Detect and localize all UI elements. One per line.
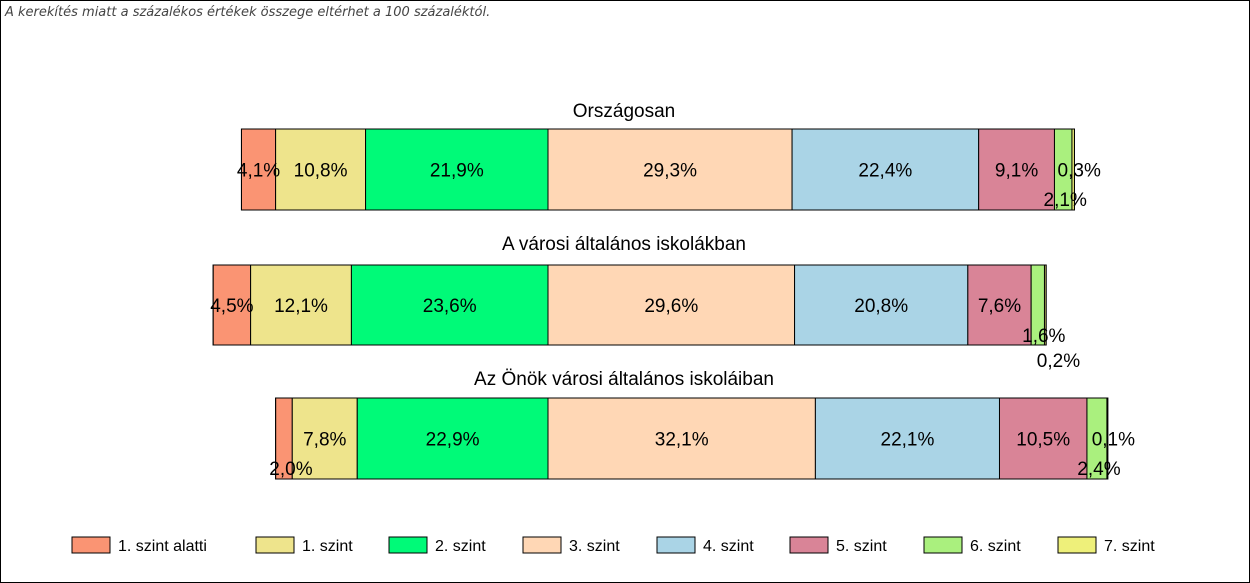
data-label: 22,4% [858,161,912,182]
bar-segment [547,397,816,480]
data-label: 22,1% [881,430,935,451]
data-label: 7,8% [303,430,346,451]
data-label: 0,3% [1058,161,1101,182]
data-label: 29,3% [643,161,697,182]
data-label: 0,1% [1092,430,1135,451]
data-label: 4,5% [210,296,253,317]
legend-label: 5. szint [836,538,887,555]
data-label: 2,4% [1077,459,1120,480]
data-label: 32,1% [655,430,709,451]
bar-segment [998,397,1088,480]
bar-segment [978,128,1055,211]
data-label: 0,2% [1037,351,1080,372]
legend-swatch [923,536,963,554]
data-label: 2,1% [1044,190,1087,211]
bar-segment [814,397,1000,480]
data-label: 9,1% [995,161,1038,182]
data-label: 10,5% [1016,430,1070,451]
bar-outline [275,397,1109,480]
legend-label: 3. szint [569,538,620,555]
bar-segment [547,264,796,346]
bar-segment [791,128,980,211]
bar-segment [365,128,549,211]
bar-title: Az Önök városi általános iskoláiban [474,369,774,390]
data-label: 21,9% [430,161,484,182]
legend-label: 7. szint [1104,538,1155,555]
data-label: 29,6% [644,296,698,317]
bar-outline [240,128,1075,211]
legend-swatch [255,536,295,554]
legend-swatch [1057,536,1097,554]
data-label: 4,1% [237,161,280,182]
bar-outline [212,264,1047,346]
data-label: 7,6% [978,296,1021,317]
data-label: 2,0% [269,459,312,480]
legend-label: 4. szint [703,538,754,555]
legend-swatch [522,536,562,554]
data-label: 23,6% [423,296,477,317]
legend-swatch [71,536,111,554]
legend-swatch [656,536,696,554]
bar-title: A városi általános iskolákban [502,234,746,255]
bar-segment [250,264,352,346]
data-label: 10,8% [294,161,348,182]
bar-segment [794,264,969,346]
data-label: 1,6% [1022,326,1065,347]
legend-label: 6. szint [970,538,1021,555]
legend-swatch [388,536,428,554]
legend-label: 1. szint [302,538,353,555]
legend-label: 2. szint [435,538,486,555]
rounding-note: A kerekítés miatt a százalékos értékek ö… [5,5,491,20]
bar-segment [967,264,1032,346]
data-label: 22,9% [426,430,480,451]
data-label: 20,8% [854,296,908,317]
legend-label: 1. szint alatti [118,538,207,555]
bar-segment [212,264,252,346]
bar-title: Országosan [573,101,675,122]
legend-swatch [789,536,829,554]
data-label: 12,1% [274,296,328,317]
bar-segment [356,397,549,480]
